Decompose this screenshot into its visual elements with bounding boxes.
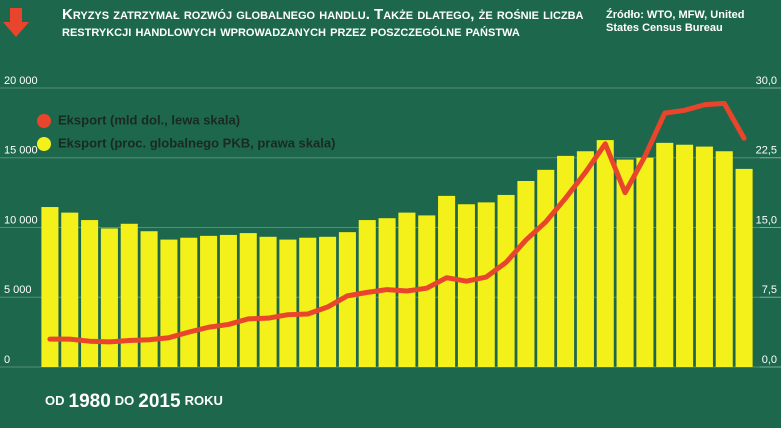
bar xyxy=(279,239,297,367)
bar xyxy=(160,239,178,367)
footer-part: 2015 xyxy=(138,391,181,412)
y2-tick-label: 7,5 xyxy=(762,284,777,296)
footer: OD 1980 DO 2015 ROKU xyxy=(45,391,223,412)
y2-tick-label: 30,0 xyxy=(756,75,777,87)
line xyxy=(47,100,747,345)
bar xyxy=(636,157,654,367)
y2-tick-label: 0,0 xyxy=(762,354,777,366)
chart-title: Kryzys zatrzymał rozwój globalnego handl… xyxy=(62,6,584,40)
bar xyxy=(200,235,218,367)
bar xyxy=(299,237,317,367)
bar xyxy=(557,155,575,367)
bar xyxy=(537,169,555,367)
bar xyxy=(120,223,138,367)
bar xyxy=(319,236,337,367)
bar xyxy=(180,237,198,367)
legend-label: Eksport (mld dol., lewa skala) xyxy=(58,112,240,127)
bar xyxy=(576,151,594,367)
bar xyxy=(596,140,614,367)
y-tick-label: 5 000 xyxy=(4,284,32,296)
bar xyxy=(418,215,436,367)
legend-label: Eksport (proc. globalnego PKB, prawa ska… xyxy=(58,135,335,150)
footer-part: DO xyxy=(115,393,135,408)
bar xyxy=(338,232,356,367)
y-tick-label: 20 000 xyxy=(4,75,38,87)
arrow-icon xyxy=(3,8,29,37)
bar xyxy=(616,159,634,367)
bar xyxy=(715,151,733,367)
footer-part: 1980 xyxy=(69,391,111,412)
bar xyxy=(438,195,456,367)
footer-part: ROKU xyxy=(185,393,223,408)
bar xyxy=(259,236,277,367)
bar xyxy=(656,142,674,367)
bar xyxy=(100,228,118,367)
legend-marker xyxy=(37,114,51,128)
plot: 0 5 000 10 000 15 000 20 000 0,0 7,5 15,0 22,5 30… xyxy=(0,75,781,368)
y2-tick-label: 22,5 xyxy=(756,145,777,157)
source: Źródło: WTO, MFW, United States Census B… xyxy=(606,9,745,34)
bar xyxy=(676,144,694,367)
y-tick-label: 0 xyxy=(4,354,10,366)
bar xyxy=(517,181,535,367)
bar xyxy=(81,220,99,367)
bar xyxy=(219,234,237,367)
bar xyxy=(61,212,79,367)
bar xyxy=(239,233,257,367)
footer-part: OD xyxy=(45,393,65,408)
bar xyxy=(695,146,713,367)
bar xyxy=(477,202,495,367)
y2-tick-label: 15,0 xyxy=(756,214,777,226)
y-tick-label: 10 000 xyxy=(4,214,38,226)
bar xyxy=(140,231,158,367)
legend: Eksport (mld dol., lewa skala) Eksport (p… xyxy=(37,112,335,151)
bar xyxy=(378,218,396,367)
bar xyxy=(735,168,753,367)
legend-marker xyxy=(37,137,51,151)
bar xyxy=(497,194,515,367)
y-tick-label: 15 000 xyxy=(4,145,38,157)
bar xyxy=(457,204,475,367)
bar xyxy=(41,207,59,367)
